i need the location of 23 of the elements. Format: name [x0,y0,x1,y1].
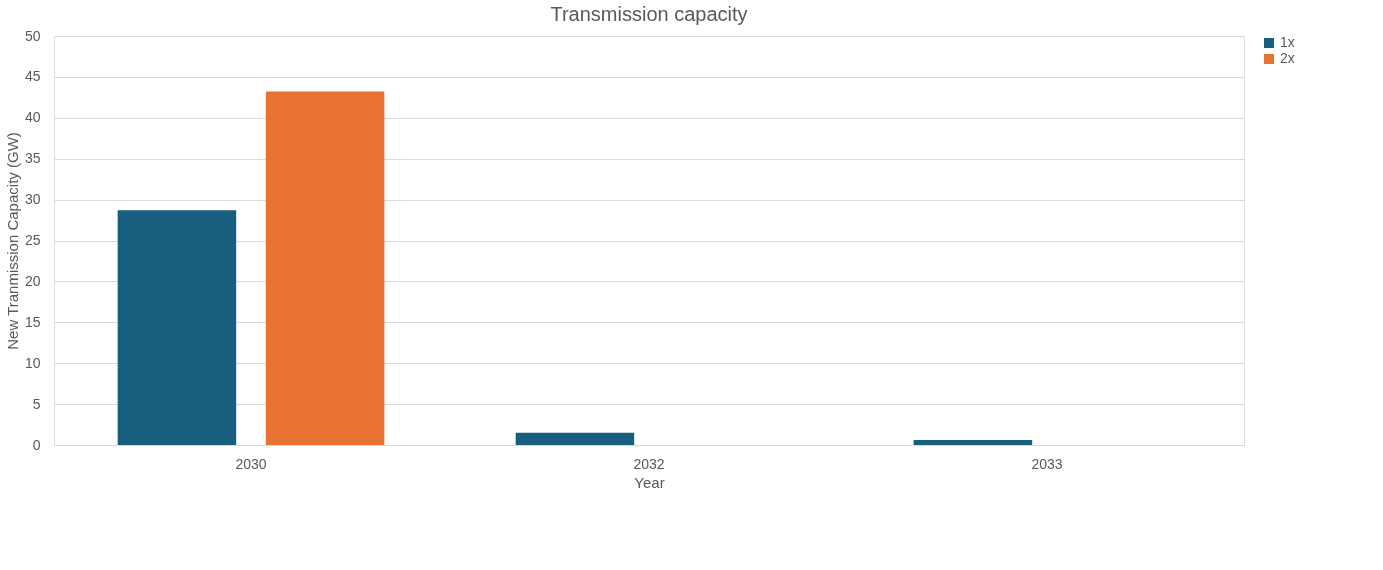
x-tick-label: 2032 [633,455,665,472]
y-tick-label: 45 [24,68,41,85]
y-axis-title: New Tranmission Capacity (GW) [3,132,21,350]
y-tick-label: 30 [24,191,41,208]
y-tick-label: 35 [24,150,41,167]
x-axis-title: Year [634,473,665,491]
y-tick-label: 0 [32,436,41,453]
x-tick-label: 2033 [1031,455,1063,472]
y-tick-label: 20 [24,272,41,289]
bar [913,440,1033,445]
legend-label: 2x [1280,50,1295,66]
y-tick-label: 25 [24,232,41,248]
y-tick-label: 10 [24,354,41,371]
y-tick-label: 50 [24,27,41,44]
y-tick-label: 5 [32,395,41,412]
x-tick-label: 2030 [235,455,267,472]
bar [265,91,385,445]
y-tick-label: 40 [24,109,41,126]
bar [515,432,635,445]
y-tick-label: 15 [24,313,41,330]
legend-label: 1x [1280,34,1295,50]
bar [117,210,237,445]
chart-title: Transmission capacity [550,3,748,25]
